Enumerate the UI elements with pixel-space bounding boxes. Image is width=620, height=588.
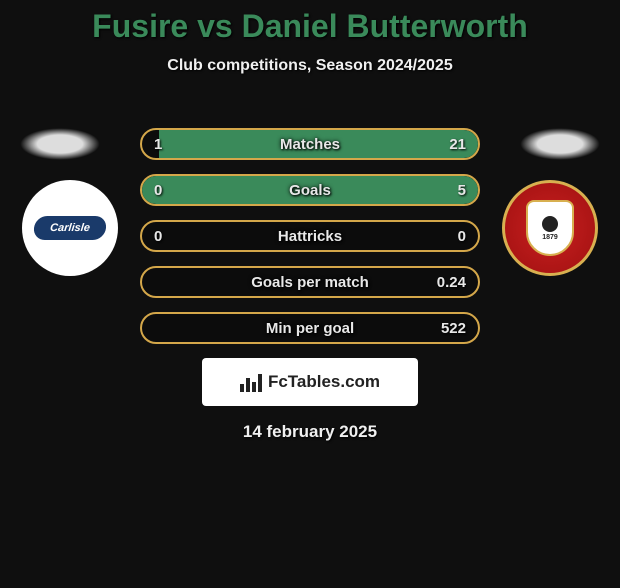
stat-label: Goals per match (251, 274, 369, 291)
stat-row: 1 Matches 21 (0, 128, 620, 160)
stat-right-value: 522 (441, 320, 466, 337)
stat-right-value: 0 (458, 228, 466, 245)
stat-left-value: 0 (154, 182, 162, 199)
branding-text: FcTables.com (268, 372, 380, 392)
stat-label: Matches (280, 136, 340, 153)
stat-bar-matches: 1 Matches 21 (140, 128, 480, 160)
stat-row: Goals per match 0.24 (0, 266, 620, 298)
stat-bar-goals-per-match: Goals per match 0.24 (140, 266, 480, 298)
page-title: Fusire vs Daniel Butterworth (0, 8, 620, 45)
stat-row: Min per goal 522 (0, 312, 620, 344)
branding-box[interactable]: FcTables.com (202, 358, 418, 406)
stat-right-value: 0.24 (437, 274, 466, 291)
bar-chart-icon (240, 372, 262, 392)
footer-date: 14 february 2025 (0, 422, 620, 442)
stats-container: 1 Matches 21 0 Goals 5 0 Hattricks 0 Goa… (0, 128, 620, 442)
page-subtitle: Club competitions, Season 2024/2025 (0, 57, 620, 75)
stat-bar-hattricks: 0 Hattricks 0 (140, 220, 480, 252)
stat-left-value: 0 (154, 228, 162, 245)
stat-row: 0 Goals 5 (0, 174, 620, 206)
stat-right-value: 21 (449, 136, 466, 153)
stat-left-value: 1 (154, 136, 162, 153)
stat-row: 0 Hattricks 0 (0, 220, 620, 252)
stat-label: Min per goal (266, 320, 354, 337)
stat-label: Goals (289, 182, 331, 199)
stat-label: Hattricks (278, 228, 342, 245)
stat-right-value: 5 (458, 182, 466, 199)
stat-bar-goals: 0 Goals 5 (140, 174, 480, 206)
stat-bar-min-per-goal: Min per goal 522 (140, 312, 480, 344)
